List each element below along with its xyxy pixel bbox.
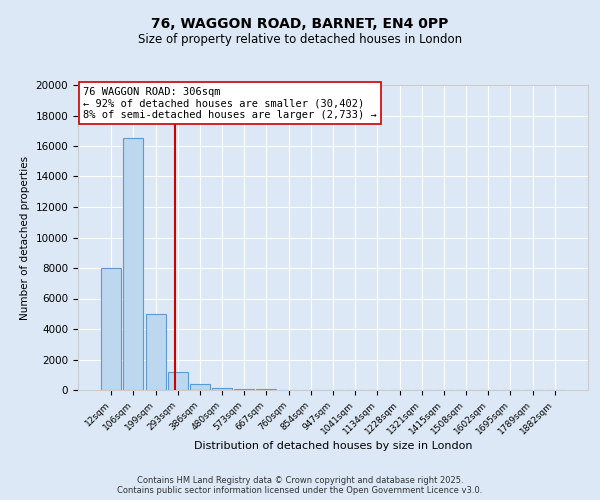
Bar — [234, 389, 254, 390]
Bar — [212, 388, 232, 390]
Y-axis label: Number of detached properties: Number of detached properties — [20, 156, 30, 320]
Text: 76, WAGGON ROAD, BARNET, EN4 0PP: 76, WAGGON ROAD, BARNET, EN4 0PP — [151, 18, 449, 32]
X-axis label: Distribution of detached houses by size in London: Distribution of detached houses by size … — [194, 442, 472, 452]
Text: Contains HM Land Registry data © Crown copyright and database right 2025.
Contai: Contains HM Land Registry data © Crown c… — [118, 476, 482, 495]
Bar — [190, 384, 210, 390]
Bar — [168, 372, 188, 390]
Text: Size of property relative to detached houses in London: Size of property relative to detached ho… — [138, 32, 462, 46]
Text: 76 WAGGON ROAD: 306sqm
← 92% of detached houses are smaller (30,402)
8% of semi-: 76 WAGGON ROAD: 306sqm ← 92% of detached… — [83, 86, 377, 120]
Bar — [146, 314, 166, 390]
Bar — [101, 268, 121, 390]
Bar — [124, 138, 143, 390]
